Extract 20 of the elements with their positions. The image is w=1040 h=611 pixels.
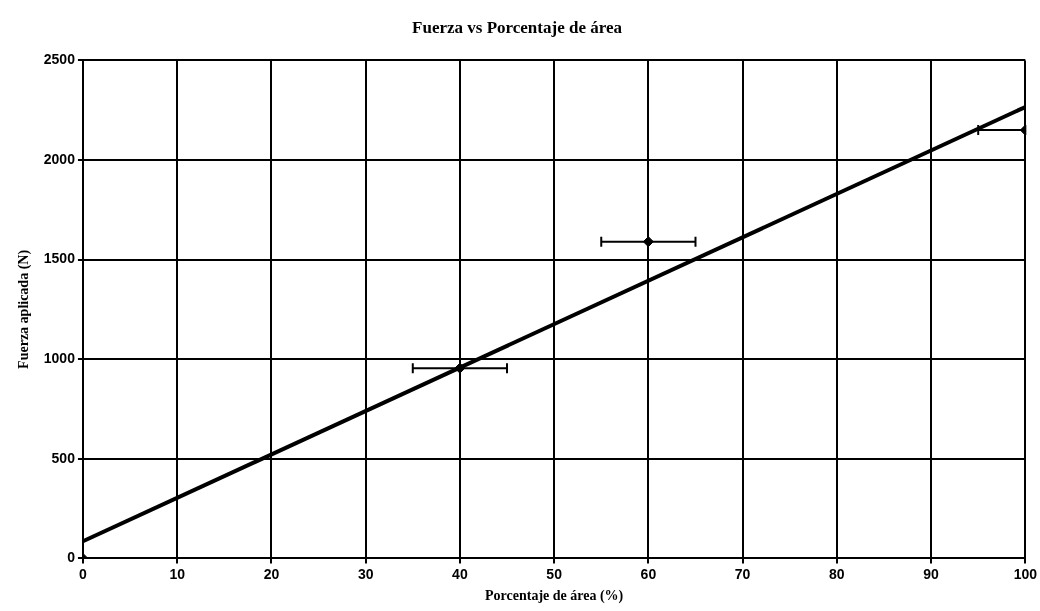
x-axis-title: Porcentaje de área (%) [485,588,624,605]
x-tick-label: 20 [263,565,280,582]
x-tick-label: 30 [357,565,374,582]
y-tick-label: 2500 [43,51,76,68]
y-tick-label: 0 [67,549,76,566]
y-tick-label: 1000 [43,350,76,367]
y-tick-label: 500 [51,449,76,466]
x-tick-label: 100 [1013,565,1038,582]
x-tick-label: 60 [640,565,657,582]
x-tick-label: 0 [79,565,88,582]
y-tick-label: 1500 [43,250,76,267]
chart-title: Fuerza vs Porcentaje de área [412,17,623,37]
x-tick-label: 10 [169,565,186,582]
y-axis-title: Fuerza aplicada (N) [16,249,33,369]
x-tick-label: 70 [734,565,751,582]
x-tick-label: 40 [452,565,468,582]
y-tick-label: 2000 [43,150,76,167]
x-tick-label: 90 [923,565,940,582]
x-tick-label: 50 [546,565,563,582]
x-tick-label: 80 [829,565,845,582]
